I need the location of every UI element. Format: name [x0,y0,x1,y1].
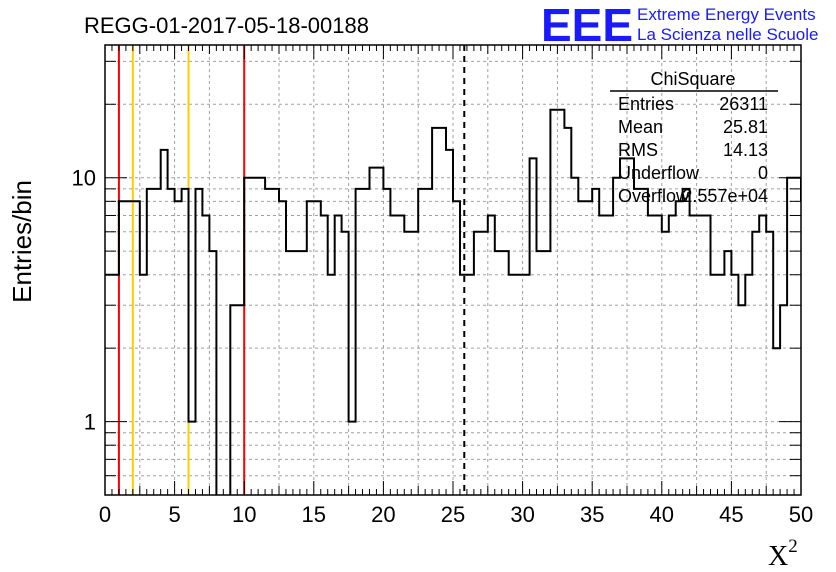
stats-row-label: Mean [618,117,663,137]
eee-logo: EEE Extreme Energy Events La Scienza nel… [541,0,818,51]
x-tick-label: 40 [650,502,674,527]
logo-line-2: La Scienza nelle Scuole [637,25,818,44]
stats-title: ChiSquare [650,69,735,89]
y-tick-label: 1 [84,410,96,435]
x-tick-label: 20 [371,502,395,527]
stats-row-label: Entries [618,94,674,114]
x-tick-label: 0 [99,502,111,527]
stats-row-value: 26311 [719,94,768,114]
histogram-bins [105,108,801,495]
x-axis-label-superscript: 2 [788,536,798,557]
stats-row-value: 0 [758,163,768,183]
stats-row-label: Overflow [618,186,690,206]
grid [105,45,801,495]
x-tick-label: 15 [302,502,326,527]
x-tick-label: 5 [168,502,180,527]
x-tick-label: 45 [719,502,743,527]
reference-lines [117,45,466,495]
x-axis-label: X2 [768,536,798,572]
x-tick-label: 10 [232,502,256,527]
logo-mark: EEE [541,0,633,51]
stats-row-value: 2.557e+04 [682,186,768,206]
x-tick-label: 35 [580,502,604,527]
stats-row-value: 25.81 [723,117,768,137]
y-axis-ticks: 1 10 [72,60,801,477]
x-axis-label-base: X [768,541,788,572]
x-tick-label: 50 [789,502,813,527]
x-axis-ticks: 0 5 10 15 20 25 30 35 40 45 50 [99,45,813,527]
chart-title: REGG-01-2017-05-18-00188 [84,13,369,38]
stats-row-label: Underflow [618,163,700,183]
stats-box: ChiSquare Entries 26311 Mean 25.81 RMS 14.13 U… [610,69,778,206]
y-axis-label: Entries/bin [7,180,37,303]
stats-row-value: 14.13 [723,140,768,160]
y-tick-label: 10 [72,166,96,191]
stats-rows: Entries 26311 Mean 25.81 RMS 14.13 Underflow 0 O… [618,94,768,206]
stats-row-label: RMS [618,140,658,160]
histogram-step-line [105,108,801,495]
logo-line-1: Extreme Energy Events [637,5,816,24]
x-tick-label: 30 [510,502,534,527]
x-tick-label: 25 [441,502,465,527]
